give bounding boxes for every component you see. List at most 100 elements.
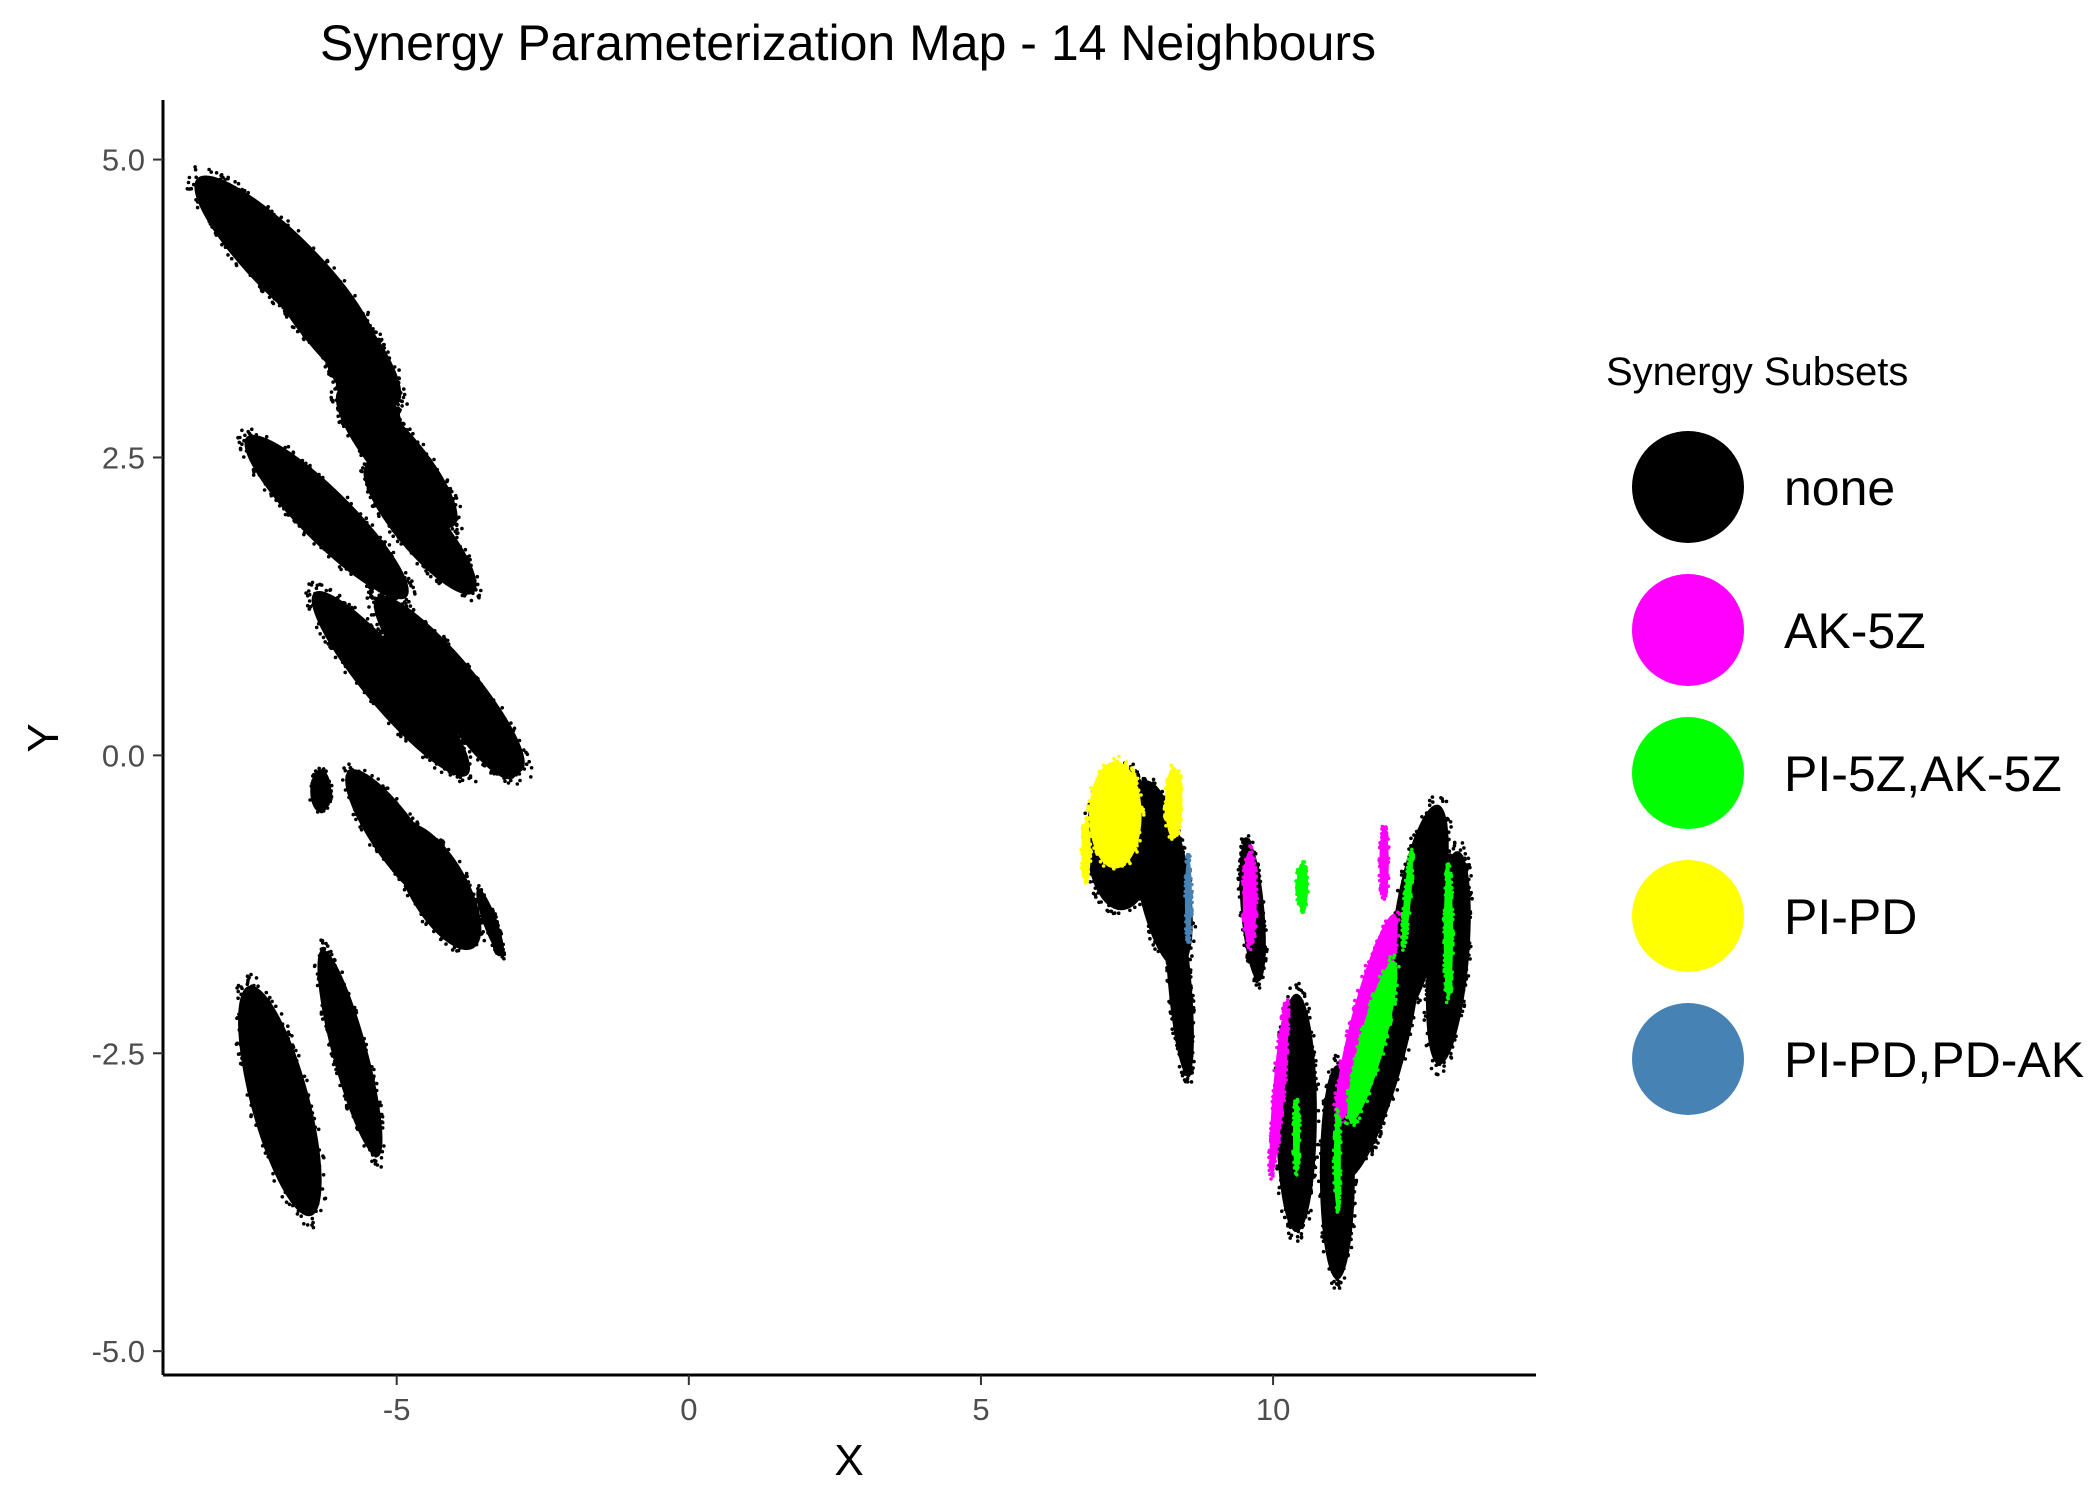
scatter-point [1429,926,1433,930]
scatter-point [382,346,387,350]
series-pi-5z-ak-5z [1291,847,1456,1214]
scatter-point [325,1020,330,1025]
scatter-point [404,736,408,741]
scatter-point [1284,1062,1288,1067]
scatter-point [1254,875,1258,879]
scatter-point [1359,1109,1364,1114]
scatter-point [333,655,338,660]
scatter-point [1467,899,1471,903]
scatter-point [1318,1139,1323,1143]
scatter-point [1380,824,1385,829]
scatter-point [329,952,334,957]
scatter-point [378,1100,382,1105]
scatter-point [1337,1286,1342,1290]
scatter-point [421,908,425,913]
scatter-point [460,593,465,598]
scatter-point [291,315,296,320]
scatter-point [317,1148,322,1152]
scatter-point [348,340,352,345]
scatter-point [1364,1156,1368,1161]
scatter-point [290,1203,295,1208]
scatter-point [1088,848,1093,852]
scatter-point [377,348,381,352]
scatter-point [451,652,455,656]
scatter-point [1330,1265,1335,1270]
scatter-point [1092,872,1097,876]
scatter-point [350,780,355,784]
scatter-point [1113,901,1117,906]
scatter-point [1190,900,1194,905]
scatter-point [258,245,262,250]
scatter-point [261,472,266,476]
scatter-point [1132,858,1137,862]
scatter-point [431,838,435,843]
scatter-point [1402,1017,1407,1021]
scatter-point [1190,1039,1195,1044]
scatter-point [440,665,445,670]
scatter-point [1349,1073,1354,1078]
scatter-point [320,1003,325,1008]
scatter-point [239,193,243,197]
scatter-point [1181,850,1186,854]
scatter-point [266,997,271,1002]
scatter-point [278,241,283,246]
scatter-cluster [1242,850,1257,947]
scatter-point [336,414,341,419]
scatter-point [1462,1004,1467,1009]
scatter-point [1307,1006,1311,1011]
scatter-point [467,750,472,754]
scatter-point [342,982,347,987]
scatter-point [1295,888,1299,892]
scatter-point [317,541,322,546]
scatter-point [1442,916,1446,920]
scatter-point [1164,928,1168,932]
scatter-point [477,888,481,893]
scatter-point [1252,856,1256,861]
scatter-point [323,1196,328,1201]
scatter-point [393,602,397,607]
scatter-point [377,588,382,593]
scatter-point [1330,1084,1334,1089]
scatter-point [1403,1057,1408,1061]
scatter-point [1424,811,1429,815]
scatter-point [421,442,426,447]
scatter-point [241,1050,245,1055]
scatter-point [349,1108,354,1112]
scatter-point [1436,1049,1440,1054]
scatter-point [1445,856,1449,860]
scatter-point [1450,1039,1455,1043]
scatter-point [344,1103,349,1108]
scatter-point [1292,1160,1296,1165]
scatter-point [353,382,358,387]
scatter-point [252,983,256,988]
scatter-point [1248,940,1252,945]
scatter-point [1402,1005,1407,1010]
scatter-point [337,599,342,604]
scatter-point [452,945,457,950]
scatter-point [435,573,439,577]
scatter-point [1165,924,1170,928]
scatter-point [424,656,428,661]
scatter-point [1367,1008,1372,1013]
scatter-point [1444,877,1449,882]
scatter-point [415,561,420,566]
scatter-point [1155,938,1160,942]
scatter-point [1294,885,1299,890]
scatter-point [1310,1160,1315,1164]
scatter-point [389,473,393,478]
scatter-point [1089,872,1094,876]
scatter-point [394,474,399,478]
scatter-point [308,798,312,802]
scatter-point [1092,831,1096,836]
scatter-point [283,512,288,517]
scatter-point [399,391,403,395]
scatter-point [1410,995,1415,1000]
scatter-point [305,1078,309,1083]
scatter-point [1185,1080,1190,1084]
scatter-point [468,762,472,766]
scatter-point [446,847,451,852]
scatter-point [1246,834,1251,838]
scatter-point [1390,973,1395,977]
scatter-point [223,245,228,249]
scatter-point [1178,824,1182,829]
